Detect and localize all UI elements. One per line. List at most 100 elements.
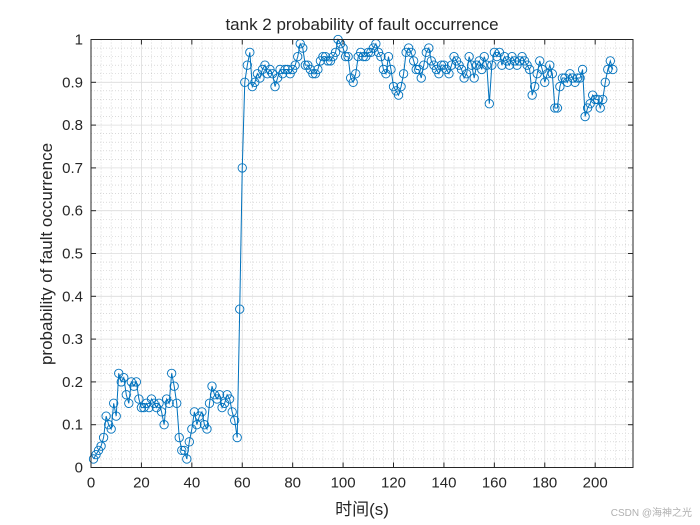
data-point-marker	[603, 64, 613, 75]
data-point-marker	[290, 60, 300, 70]
data-point-marker	[419, 60, 429, 70]
data-point-marker	[167, 368, 177, 378]
data-point-marker	[184, 437, 194, 447]
x-tick-label: 40	[183, 475, 200, 492]
data-point-marker	[245, 47, 255, 57]
data-point-marker	[351, 69, 361, 79]
y-tick-label: 0.8	[62, 117, 83, 134]
x-tick-label: 100	[331, 475, 356, 492]
data-point-marker	[444, 69, 454, 79]
x-tick-label: 0	[87, 475, 95, 492]
data-point-marker	[383, 51, 394, 62]
data-point-marker	[240, 77, 250, 87]
data-point-marker	[232, 432, 242, 443]
data-point-marker	[595, 103, 605, 113]
data-point-marker	[159, 420, 169, 430]
data-point-marker	[298, 43, 308, 53]
x-tick-label: 200	[583, 475, 608, 492]
data-point-marker	[164, 398, 174, 408]
x-tick-label: 180	[532, 475, 557, 492]
data-point-marker	[608, 64, 618, 75]
data-point-marker	[177, 445, 187, 456]
data-point-marker	[121, 390, 131, 400]
data-point-marker	[235, 304, 245, 314]
x-tick-labels: 0 20 40 60 80 100 120 140 160 180 200	[87, 475, 608, 492]
data-point-marker	[174, 432, 184, 443]
data-point-marker	[207, 381, 217, 391]
series-markers	[88, 34, 618, 464]
data-point-marker	[535, 56, 545, 66]
data-point-marker	[424, 43, 434, 53]
data-point-marker	[398, 69, 409, 79]
y-axis-label: probability of fault occurrence	[37, 143, 56, 365]
y-tick-label: 0.9	[62, 74, 83, 91]
data-point-marker	[227, 407, 237, 417]
data-point-marker	[540, 77, 550, 87]
y-tick-label: 0.6	[62, 203, 83, 220]
data-point-marker	[479, 51, 489, 62]
data-point-marker	[197, 407, 207, 417]
series-layer	[88, 34, 618, 464]
x-tick-label: 140	[431, 475, 456, 492]
y-tick-label: 0.4	[62, 288, 83, 305]
data-point-marker	[550, 103, 560, 113]
data-point-marker	[552, 103, 563, 113]
data-point-marker	[156, 407, 167, 417]
y-tick-label: 0.5	[62, 246, 83, 263]
data-point-marker	[469, 73, 479, 83]
data-point-marker	[237, 163, 247, 173]
data-point-marker	[464, 51, 474, 62]
data-point-marker	[111, 411, 121, 421]
data-point-marker	[530, 81, 540, 92]
y-tick-label: 1	[75, 32, 83, 49]
data-point-marker	[376, 51, 386, 62]
data-point-marker	[484, 99, 494, 109]
data-point-marker	[605, 56, 615, 66]
data-point-marker	[434, 69, 444, 79]
y-tick-label: 0.7	[62, 160, 83, 177]
data-point-marker	[98, 432, 109, 443]
watermark: CSDN @海神之光	[611, 506, 692, 519]
minor-grid	[91, 39, 633, 468]
y-tick-label: 0.3	[62, 331, 83, 348]
data-point-marker	[348, 77, 358, 87]
data-point-marker	[461, 69, 472, 79]
x-tick-label: 160	[482, 475, 507, 492]
data-point-marker	[182, 454, 192, 464]
data-point-marker	[555, 81, 565, 92]
data-point-marker	[593, 94, 603, 105]
data-point-marker	[411, 64, 421, 75]
data-point-marker	[598, 94, 608, 105]
data-point-marker	[101, 411, 111, 421]
data-point-marker	[224, 394, 235, 404]
data-point-marker	[600, 77, 610, 87]
y-tick-label: 0.1	[62, 417, 83, 434]
data-point-marker	[580, 111, 590, 122]
data-point-marker	[119, 372, 129, 383]
data-point-marker	[313, 64, 323, 75]
data-point-marker	[340, 51, 351, 62]
data-point-marker	[590, 94, 600, 105]
y-tick-label: 0.2	[62, 374, 83, 391]
y-tick-label: 0	[75, 460, 83, 477]
data-point-marker	[106, 424, 116, 434]
data-point-marker	[124, 398, 134, 408]
data-point-marker	[577, 64, 588, 75]
data-point-marker	[293, 51, 303, 62]
x-axis-label: 时间(s)	[335, 500, 389, 519]
x-tick-label: 60	[234, 475, 251, 492]
data-point-marker	[542, 69, 552, 79]
data-point-marker	[242, 60, 252, 70]
data-point-marker	[330, 47, 341, 57]
data-point-marker	[214, 390, 225, 400]
data-point-marker	[109, 398, 119, 408]
data-point-marker	[527, 90, 537, 100]
data-point-marker	[396, 81, 406, 92]
chart-title: tank 2 probability of fault occurrence	[225, 15, 498, 34]
data-point-marker	[172, 398, 182, 408]
data-point-marker	[393, 90, 404, 100]
data-point-marker	[406, 47, 416, 57]
data-point-marker	[192, 420, 202, 430]
data-point-marker	[131, 377, 142, 387]
